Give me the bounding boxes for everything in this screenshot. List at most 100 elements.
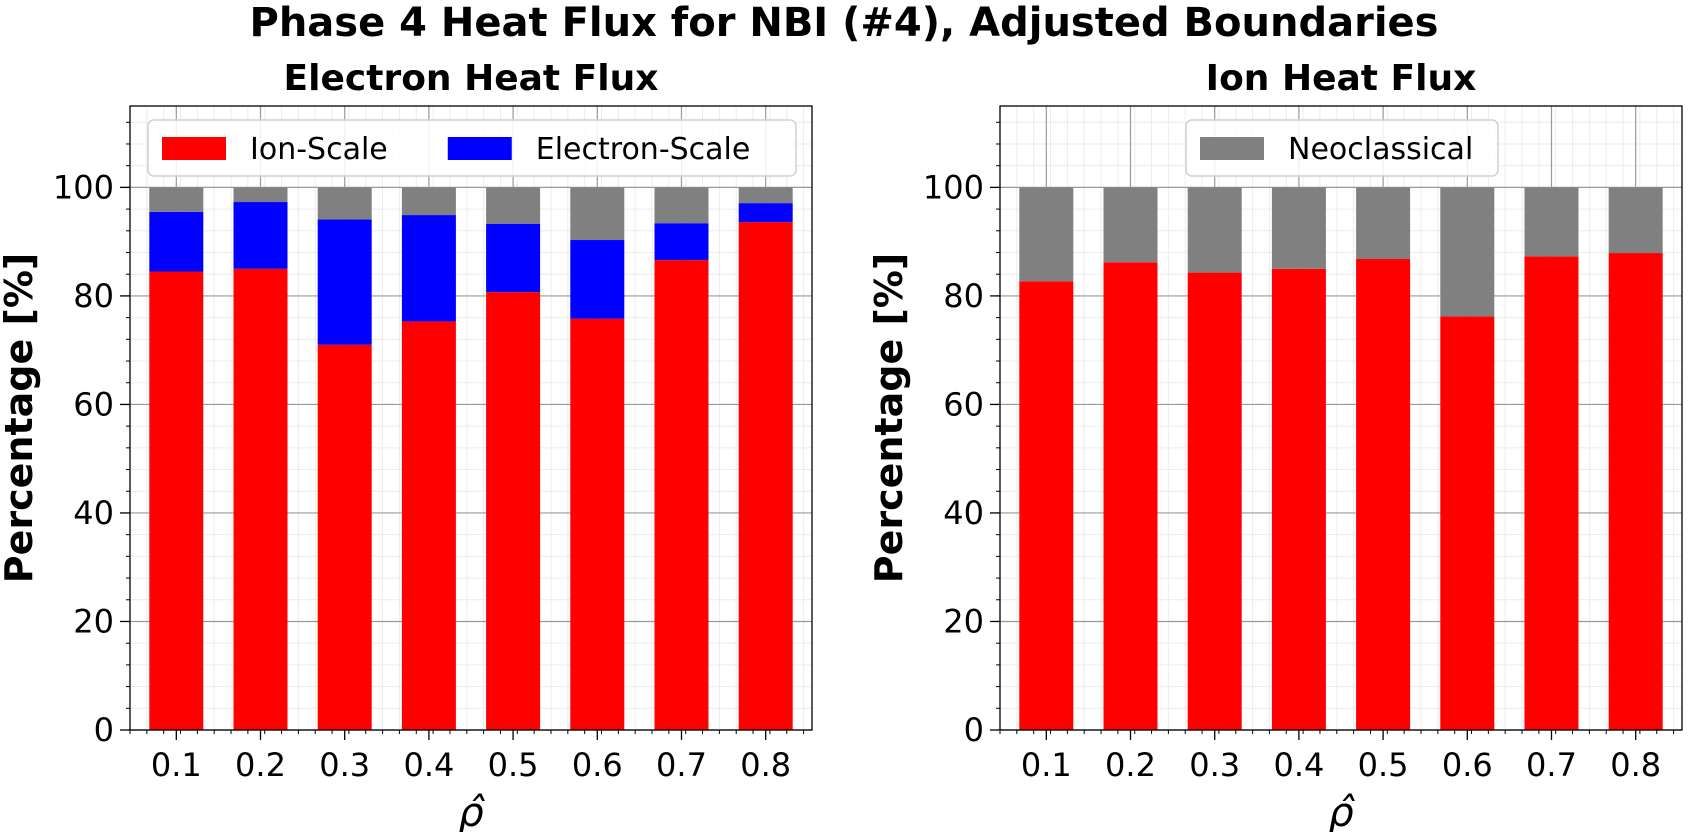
bar-ion-scale-03 <box>1187 272 1242 730</box>
bar-ion-scale-08 <box>738 222 793 730</box>
bar-neoclassical-05 <box>1356 187 1411 260</box>
bar-neoclassical-07 <box>654 187 709 224</box>
bar-neoclassical-02 <box>233 187 288 203</box>
x-tick-label: 0.1 <box>1021 746 1072 784</box>
axes-frame <box>999 105 1683 731</box>
chart-title: Ion Heat Flux <box>1206 58 1477 99</box>
y-tick-label: 100 <box>923 168 984 206</box>
bar-ion-scale-02 <box>233 268 288 730</box>
bar-ion-scale-02 <box>1103 262 1158 730</box>
x-axis: 0.1 0.2 0.3 0.4 0.5 0.6 0.7 0.8 <box>999 730 1675 784</box>
x-tick-label: 0.4 <box>1273 746 1324 784</box>
bar-ion-scale-01 <box>1019 281 1074 730</box>
y-axis: 0 20 40 60 80 100 <box>923 121 1000 749</box>
bars <box>1019 187 1663 731</box>
x-tick-label: 0.6 <box>1442 746 1493 784</box>
bar-neoclassical-06 <box>570 187 625 241</box>
bar-electron-scale-05 <box>486 223 541 293</box>
x-tick-label: 0.3 <box>1189 746 1240 784</box>
x-axis: 0.1 0.2 0.3 0.4 0.5 0.6 0.7 0.8 <box>129 730 805 784</box>
bar-ion-scale-07 <box>1524 256 1579 730</box>
bar-neoclassical-04 <box>1271 187 1326 269</box>
chart-title: Electron Heat Flux <box>284 58 659 99</box>
bar-ion-scale-05 <box>486 292 541 730</box>
y-axis: 0 20 40 60 80 100 <box>53 121 130 749</box>
bar-neoclassical-08 <box>738 187 793 204</box>
x-tick-label: 0.2 <box>235 746 286 784</box>
x-tick-label: 0.6 <box>572 746 623 784</box>
bar-neoclassical-08 <box>1608 187 1663 254</box>
x-tick-label: 0.8 <box>740 746 791 784</box>
bar-neoclassical-05 <box>486 187 541 224</box>
legend-swatch-electron-scale <box>447 137 512 160</box>
y-tick-label: 80 <box>943 277 984 315</box>
legend: Ion-Scale Electron-Scale <box>147 119 797 177</box>
y-tick-label: 0 <box>94 711 114 749</box>
bar-electron-scale-08 <box>738 203 793 223</box>
y-tick-label: 60 <box>73 385 114 423</box>
bar-ion-scale-06 <box>1440 316 1495 730</box>
bar-ion-scale-08 <box>1608 253 1663 731</box>
bar-electron-scale-02 <box>233 202 288 269</box>
y-tick-label: 0 <box>964 711 984 749</box>
chart-electron-heat-flux: 0 20 40 60 80 100 0.1 0.2 0.3 0.4 0.5 0.6 0.7 0.8 Elec… <box>0 58 813 836</box>
major-grid <box>1000 106 1682 731</box>
x-tick-label: 0.4 <box>403 746 454 784</box>
bar-electron-scale-07 <box>654 223 709 261</box>
legend-label-neoclassical: Neoclassical <box>1288 132 1473 167</box>
minor-grid <box>129 106 812 731</box>
y-tick-label: 100 <box>53 168 114 206</box>
y-tick-label: 40 <box>943 494 984 532</box>
bar-ion-scale-04 <box>401 321 456 730</box>
legend-swatch-neoclassical <box>1200 137 1264 160</box>
x-tick-label: 0.5 <box>488 746 539 784</box>
y-axis-label: Percentage [%] <box>867 253 911 584</box>
axes-frame <box>129 105 813 731</box>
bar-neoclassical-02 <box>1103 187 1158 263</box>
bar-ion-scale-03 <box>317 344 372 730</box>
bar-neoclassical-01 <box>1019 187 1074 282</box>
x-tick-label: 0.1 <box>151 746 202 784</box>
x-tick-label: 0.3 <box>319 746 370 784</box>
y-axis-label: Percentage [%] <box>0 253 41 584</box>
y-tick-label: 20 <box>943 602 984 640</box>
legend-label-ion-scale: Ion-Scale <box>250 132 388 167</box>
bars <box>149 187 793 730</box>
bar-electron-scale-03 <box>317 219 372 345</box>
chart-ion-heat-flux: 0 20 40 60 80 100 0.1 0.2 0.3 0.4 0.5 0.6 0.7 0.8 Ion … <box>867 58 1683 836</box>
bar-ion-scale-05 <box>1356 259 1411 730</box>
legend-frame <box>1185 119 1499 177</box>
legend-swatch-ion-scale <box>162 137 226 160</box>
bar-ion-scale-04 <box>1271 268 1326 730</box>
x-tick-label: 0.5 <box>1358 746 1409 784</box>
bar-ion-scale-06 <box>570 318 625 730</box>
bar-neoclassical-07 <box>1524 187 1579 257</box>
x-axis-label: ρ̂ <box>1328 790 1355 832</box>
bar-ion-scale-07 <box>654 260 709 730</box>
y-tick-label: 40 <box>73 494 114 532</box>
bar-electron-scale-04 <box>401 215 456 322</box>
bar-neoclassical-04 <box>401 187 456 216</box>
figure-title: Phase 4 Heat Flux for NBI (#4), Adjusted… <box>250 0 1439 46</box>
legend: Neoclassical <box>1185 119 1499 177</box>
x-tick-label: 0.7 <box>656 746 707 784</box>
minor-grid <box>999 106 1682 731</box>
bar-neoclassical-03 <box>1187 187 1242 273</box>
y-tick-label: 60 <box>943 385 984 423</box>
y-tick-label: 80 <box>73 277 114 315</box>
bar-electron-scale-06 <box>570 240 625 319</box>
bar-neoclassical-06 <box>1440 187 1495 317</box>
bar-ion-scale-01 <box>149 271 204 730</box>
major-grid <box>130 106 812 731</box>
x-tick-label: 0.2 <box>1105 746 1156 784</box>
bar-neoclassical-03 <box>317 187 372 220</box>
x-tick-label: 0.7 <box>1526 746 1577 784</box>
x-axis-label: ρ̂ <box>458 790 485 832</box>
legend-label-electron-scale: Electron-Scale <box>536 132 751 167</box>
x-tick-label: 0.8 <box>1610 746 1661 784</box>
bar-electron-scale-01 <box>149 211 204 272</box>
y-tick-label: 20 <box>73 602 114 640</box>
bar-neoclassical-01 <box>149 187 204 212</box>
